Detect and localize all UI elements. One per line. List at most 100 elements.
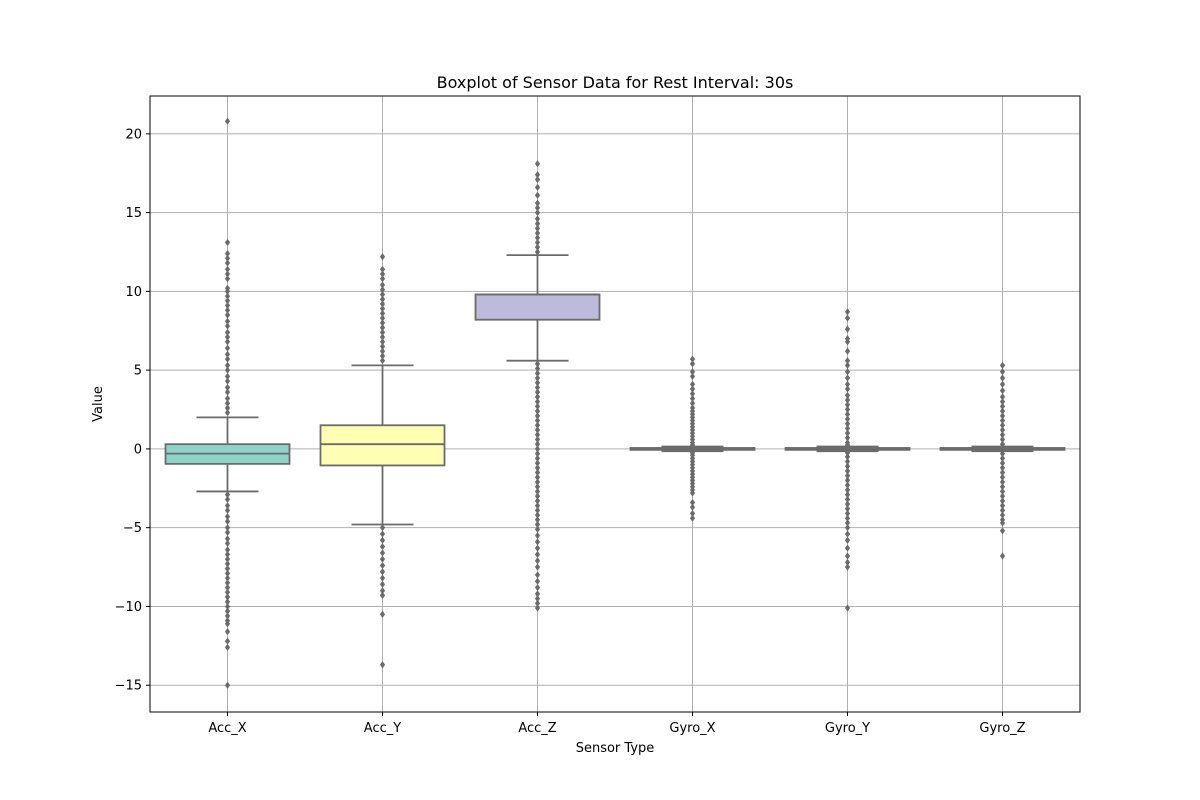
- outlier-point: [224, 681, 231, 689]
- outlier-point: [224, 254, 231, 262]
- outlier-point: [534, 243, 541, 251]
- outlier-point: [379, 286, 386, 294]
- outlier-point: [379, 524, 386, 532]
- outlier-point: [379, 328, 386, 336]
- outlier-point: [379, 536, 386, 544]
- outlier-point: [844, 424, 851, 433]
- outlier-point: [844, 449, 851, 457]
- outlier-point: [844, 486, 851, 494]
- y-tick-label: 0: [134, 442, 142, 457]
- outlier-point: [999, 440, 1006, 448]
- outlier-point: [844, 453, 851, 461]
- outlier-point: [844, 434, 851, 442]
- outlier-point: [224, 588, 231, 596]
- outlier-point: [689, 360, 696, 368]
- outlier-point: [534, 478, 541, 486]
- outlier-point: [379, 314, 386, 322]
- outlier-point: [844, 374, 851, 382]
- outlier-point: [844, 420, 851, 428]
- outlier-point: [999, 368, 1006, 376]
- outlier-point: [534, 577, 541, 585]
- outlier-point: [534, 599, 541, 607]
- outlier-point: [844, 380, 851, 388]
- outlier-point: [534, 511, 541, 519]
- outlier-point: [999, 502, 1006, 510]
- outlier-point: [224, 602, 231, 611]
- outlier-point: [689, 489, 696, 497]
- outlier-point: [224, 620, 231, 628]
- outlier-point: [844, 457, 851, 466]
- outlier-point: [689, 390, 696, 398]
- outlier-point: [224, 238, 231, 247]
- outlier-point: [379, 275, 386, 283]
- outlier-point: [534, 557, 541, 565]
- outlier-point: [844, 314, 851, 322]
- outlier-point: [224, 495, 231, 503]
- outlier-point: [844, 558, 851, 566]
- outlier-point: [224, 372, 231, 381]
- outlier-point: [844, 476, 851, 485]
- outlier-point: [999, 402, 1006, 410]
- outlier-point: [224, 535, 231, 543]
- outlier-point: [999, 416, 1006, 425]
- box-gyro-y: [784, 308, 911, 612]
- outlier-point: [534, 594, 541, 603]
- outlier-point: [379, 305, 386, 313]
- outlier-point: [224, 270, 231, 278]
- boxes-layer: [164, 117, 1066, 689]
- outlier-point: [534, 445, 541, 453]
- outlier-point: [844, 472, 851, 480]
- outlier-point: [999, 361, 1006, 370]
- x-axis-label: Sensor Type: [576, 741, 655, 756]
- outlier-point: [999, 412, 1006, 420]
- outlier-point: [224, 409, 231, 417]
- outlier-point: [534, 407, 541, 415]
- outlier-point: [534, 525, 541, 533]
- box-iqr: [319, 424, 446, 467]
- outlier-point: [379, 661, 386, 669]
- box-gyro-z: [939, 361, 1066, 560]
- outlier-point: [224, 404, 231, 412]
- outlier-point: [379, 319, 386, 327]
- outlier-point: [999, 393, 1006, 401]
- box-iqr: [474, 293, 601, 321]
- outlier-point: [534, 506, 541, 514]
- outlier-point: [999, 473, 1006, 481]
- outlier-point: [224, 502, 231, 510]
- outlier-point: [844, 495, 851, 503]
- y-tick-label: 10: [125, 285, 142, 300]
- outlier-point: [534, 374, 541, 382]
- outlier-point: [224, 322, 231, 330]
- outlier-point: [534, 215, 541, 223]
- outlier-point: [224, 399, 231, 407]
- outlier-point: [534, 183, 541, 191]
- outlier-point: [224, 555, 231, 563]
- outlier-point: [224, 301, 231, 310]
- outlier-point: [999, 506, 1006, 514]
- x-tick-label: Gyro_Z: [979, 721, 1025, 736]
- outlier-point: [689, 441, 696, 449]
- outlier-point: [844, 410, 851, 418]
- outlier-point: [844, 524, 851, 532]
- outlier-point: [379, 342, 386, 351]
- outlier-point: [534, 360, 541, 368]
- outlier-point: [689, 503, 696, 511]
- outlier-point: [844, 500, 851, 508]
- outlier-point: [844, 467, 851, 475]
- outlier-point: [534, 398, 541, 406]
- outlier-point: [689, 368, 696, 376]
- outlier-point: [844, 347, 851, 355]
- outlier-point: [224, 350, 231, 358]
- outlier-point: [999, 487, 1006, 496]
- outlier-point: [999, 527, 1006, 535]
- outlier-point: [224, 574, 231, 582]
- outlier-point: [844, 509, 851, 518]
- outlier-point: [224, 306, 231, 314]
- outlier-point: [999, 435, 1006, 444]
- outlier-point: [534, 175, 541, 184]
- outlier-point: [844, 368, 851, 376]
- outlier-point: [224, 338, 231, 346]
- box-gyro-x: [629, 355, 756, 522]
- outlier-point: [379, 281, 386, 289]
